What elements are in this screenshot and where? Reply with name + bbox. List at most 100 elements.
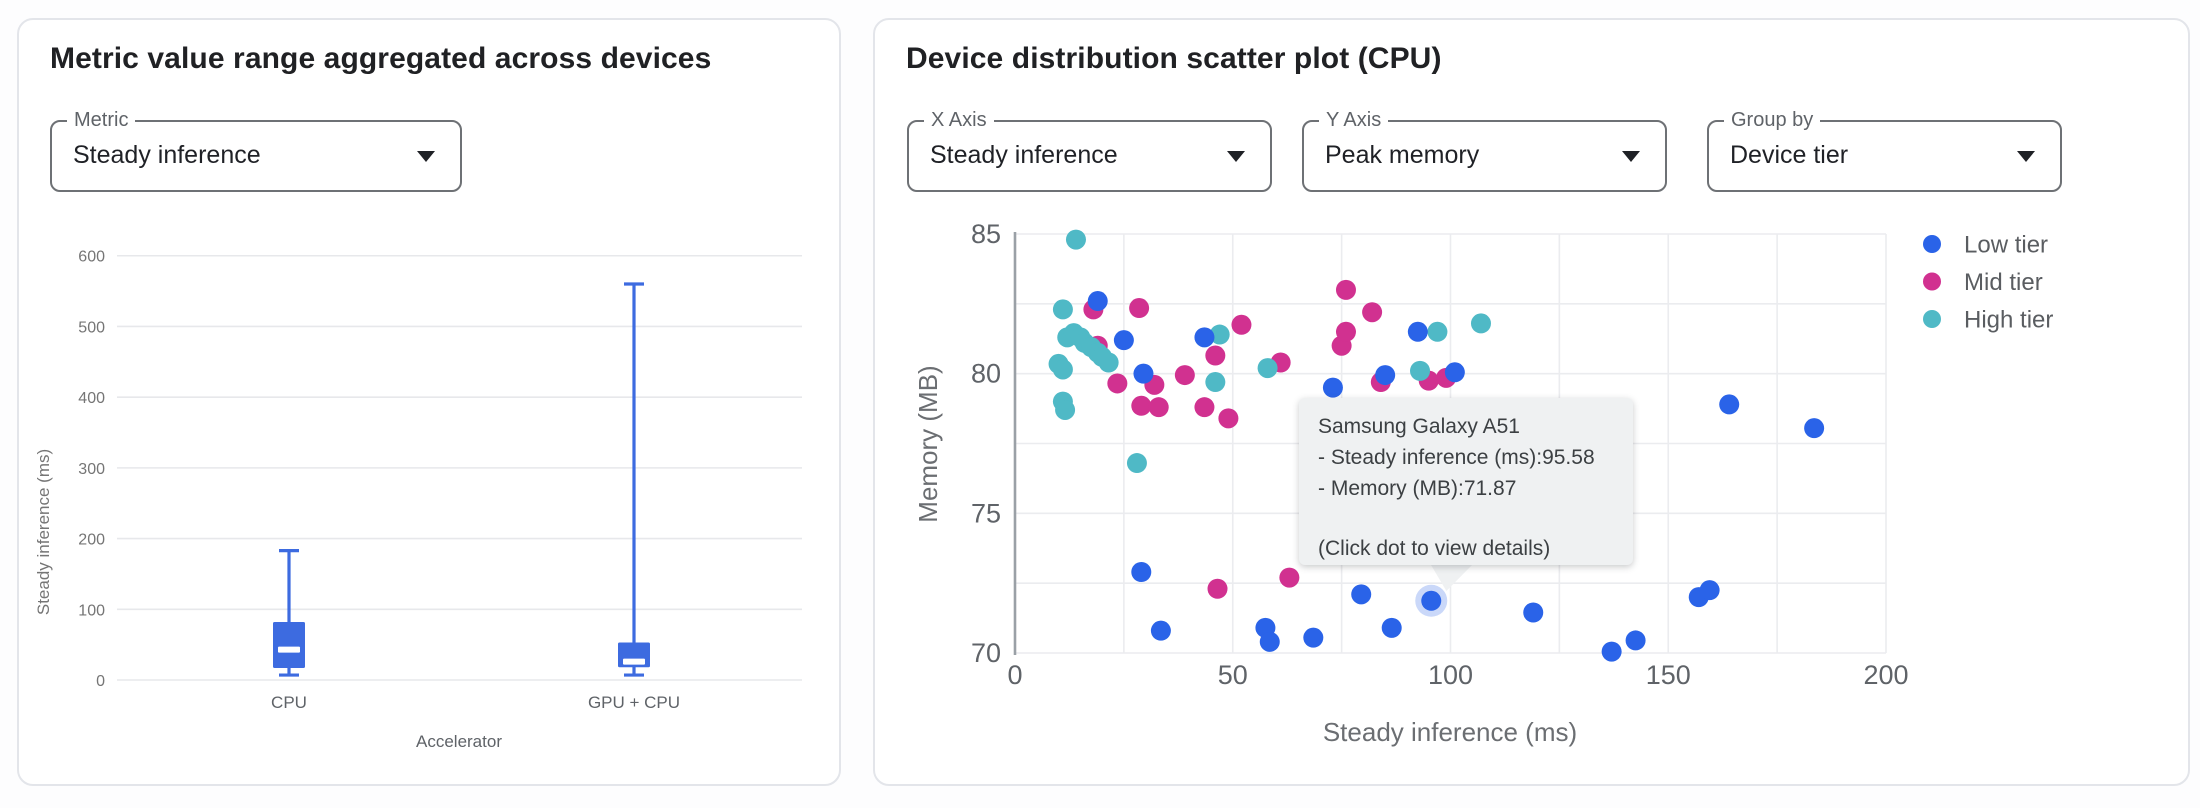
x-axis-select[interactable]: X Axis Steady inference <box>907 109 1272 192</box>
scatter-point[interactable] <box>1107 373 1128 394</box>
scatter-point[interactable] <box>1087 291 1108 312</box>
scatter-point[interactable] <box>1699 580 1720 601</box>
metric-select[interactable]: Metric Steady inference <box>50 109 462 192</box>
group-by-select[interactable]: Group by Device tier <box>1707 109 2062 192</box>
y-tick-label: 85 <box>971 220 1001 249</box>
scatter-point-selected[interactable] <box>1421 590 1442 611</box>
scatter-point[interactable] <box>1303 627 1324 648</box>
dropdown-arrow-icon <box>1227 151 1245 162</box>
y-tick-label: 300 <box>78 461 105 478</box>
scatter-point[interactable] <box>1351 584 1372 605</box>
y-axis-select[interactable]: Y Axis Peak memory <box>1302 109 1667 192</box>
scatter-point[interactable] <box>1194 397 1215 418</box>
scatter-point[interactable] <box>1322 377 1343 398</box>
x-category-label: CPU <box>271 693 307 712</box>
scatter-point[interactable] <box>1407 321 1428 342</box>
scatter-point[interactable] <box>1113 330 1134 351</box>
scatter-point[interactable] <box>1174 365 1195 386</box>
scatter-point[interactable] <box>1052 359 1073 380</box>
metric-select-value: Steady inference <box>73 141 261 169</box>
scatter-point[interactable] <box>1150 620 1171 641</box>
y-tick-label: 100 <box>78 602 105 619</box>
y-tick-label: 500 <box>78 319 105 336</box>
y-axis-title: Steady inference (ms) <box>34 449 53 615</box>
scatter-point[interactable] <box>1194 327 1215 348</box>
x-tick-label: 200 <box>1863 660 1908 690</box>
box-median-line <box>623 658 645 665</box>
group-by-select-label: Group by <box>1724 109 1821 132</box>
scatter-point[interactable] <box>1052 299 1073 320</box>
x-tick-label: 150 <box>1646 660 1691 690</box>
legend-marker-low-tier <box>1923 235 1941 253</box>
legend-label: High tier <box>1964 307 2053 334</box>
scatter-point[interactable] <box>1381 617 1402 638</box>
tooltip-device-name: Samsung Galaxy A51 <box>1318 415 1520 438</box>
scatter-point[interactable] <box>1375 365 1396 386</box>
scatter-point[interactable] <box>1719 394 1740 415</box>
scatter-point[interactable] <box>1231 314 1252 335</box>
x-category-label: GPU + CPU <box>588 693 680 712</box>
metric-range-panel-title: Metric value range aggregated across dev… <box>50 42 712 75</box>
scatter-point[interactable] <box>1259 631 1280 652</box>
device-tooltip: Samsung Galaxy A51 - Steady inference (m… <box>1299 398 1633 565</box>
scatter-point[interactable] <box>1335 321 1356 342</box>
legend-label: Low tier <box>1964 232 2048 259</box>
scatter-point[interactable] <box>1410 360 1431 381</box>
scatter-panel-title: Device distribution scatter plot (CPU) <box>906 42 1442 75</box>
scatter-point[interactable] <box>1601 641 1622 662</box>
x-axis-select-value: Steady inference <box>930 141 1118 169</box>
scatter-point[interactable] <box>1257 358 1278 379</box>
dropdown-arrow-icon <box>2017 151 2035 162</box>
metric-select-label: Metric <box>67 109 136 132</box>
tooltip-hint: (Click dot to view details) <box>1318 537 1551 560</box>
scatter-point[interactable] <box>1335 279 1356 300</box>
x-tick-label: 100 <box>1428 660 1473 690</box>
scatter-point[interactable] <box>1804 418 1825 439</box>
y-tick-label: 0 <box>96 673 105 690</box>
scatter-point[interactable] <box>1362 302 1383 323</box>
x-tick-label: 50 <box>1218 660 1248 690</box>
scatter-point[interactable] <box>1065 229 1086 250</box>
scatter-point[interactable] <box>1133 363 1154 384</box>
x-axis-title: Steady inference (ms) <box>1323 717 1577 747</box>
tooltip-metric-line: - Steady inference (ms):95.58 <box>1318 446 1595 469</box>
scatter-point[interactable] <box>1131 561 1152 582</box>
scatter-point[interactable] <box>1148 397 1169 418</box>
tooltip-spacer <box>1318 504 1633 533</box>
scatter-point[interactable] <box>1279 567 1300 588</box>
scatter-point[interactable] <box>1209 324 1230 345</box>
scatter-point[interactable] <box>1427 321 1448 342</box>
y-axis-select-label: Y Axis <box>1319 109 1389 132</box>
scatter-point[interactable] <box>1205 372 1226 393</box>
scatter-point[interactable] <box>1205 345 1226 366</box>
y-axis-select-value: Peak memory <box>1325 141 1480 169</box>
scatter-point[interactable] <box>1444 362 1465 383</box>
box-whisker-box[interactable] <box>273 622 305 668</box>
scatter-point[interactable] <box>1098 352 1119 373</box>
y-tick-label: 75 <box>971 498 1001 528</box>
scatter-point[interactable] <box>1470 313 1491 334</box>
legend-marker-mid-tier <box>1923 272 1941 291</box>
scatter-point[interactable] <box>1218 408 1239 429</box>
tooltip-memory-line: - Memory (MB):71.87 <box>1318 477 1517 500</box>
y-tick-label: 200 <box>78 532 105 549</box>
scatter-point[interactable] <box>1129 298 1150 319</box>
y-tick-label: 70 <box>971 638 1001 668</box>
dropdown-arrow-icon <box>1622 151 1640 162</box>
legend-marker-high-tier <box>1923 310 1941 328</box>
scatter-point[interactable] <box>1625 630 1646 651</box>
x-axis-title: Accelerator <box>416 732 502 751</box>
dropdown-arrow-icon <box>417 151 435 162</box>
y-axis-title: Memory (MB) <box>913 365 943 522</box>
y-tick-label: 400 <box>78 390 105 407</box>
scatter-point[interactable] <box>1131 395 1152 416</box>
x-tick-label: 0 <box>1007 660 1022 690</box>
box-median-line <box>278 646 300 653</box>
scatter-point[interactable] <box>1126 453 1147 474</box>
x-axis-select-label: X Axis <box>924 109 994 132</box>
legend-label: Mid tier <box>1964 269 2043 296</box>
scatter-point[interactable] <box>1207 578 1228 599</box>
scatter-point[interactable] <box>1055 399 1076 420</box>
scatter-point[interactable] <box>1523 602 1544 623</box>
y-tick-label: 80 <box>971 359 1001 389</box>
